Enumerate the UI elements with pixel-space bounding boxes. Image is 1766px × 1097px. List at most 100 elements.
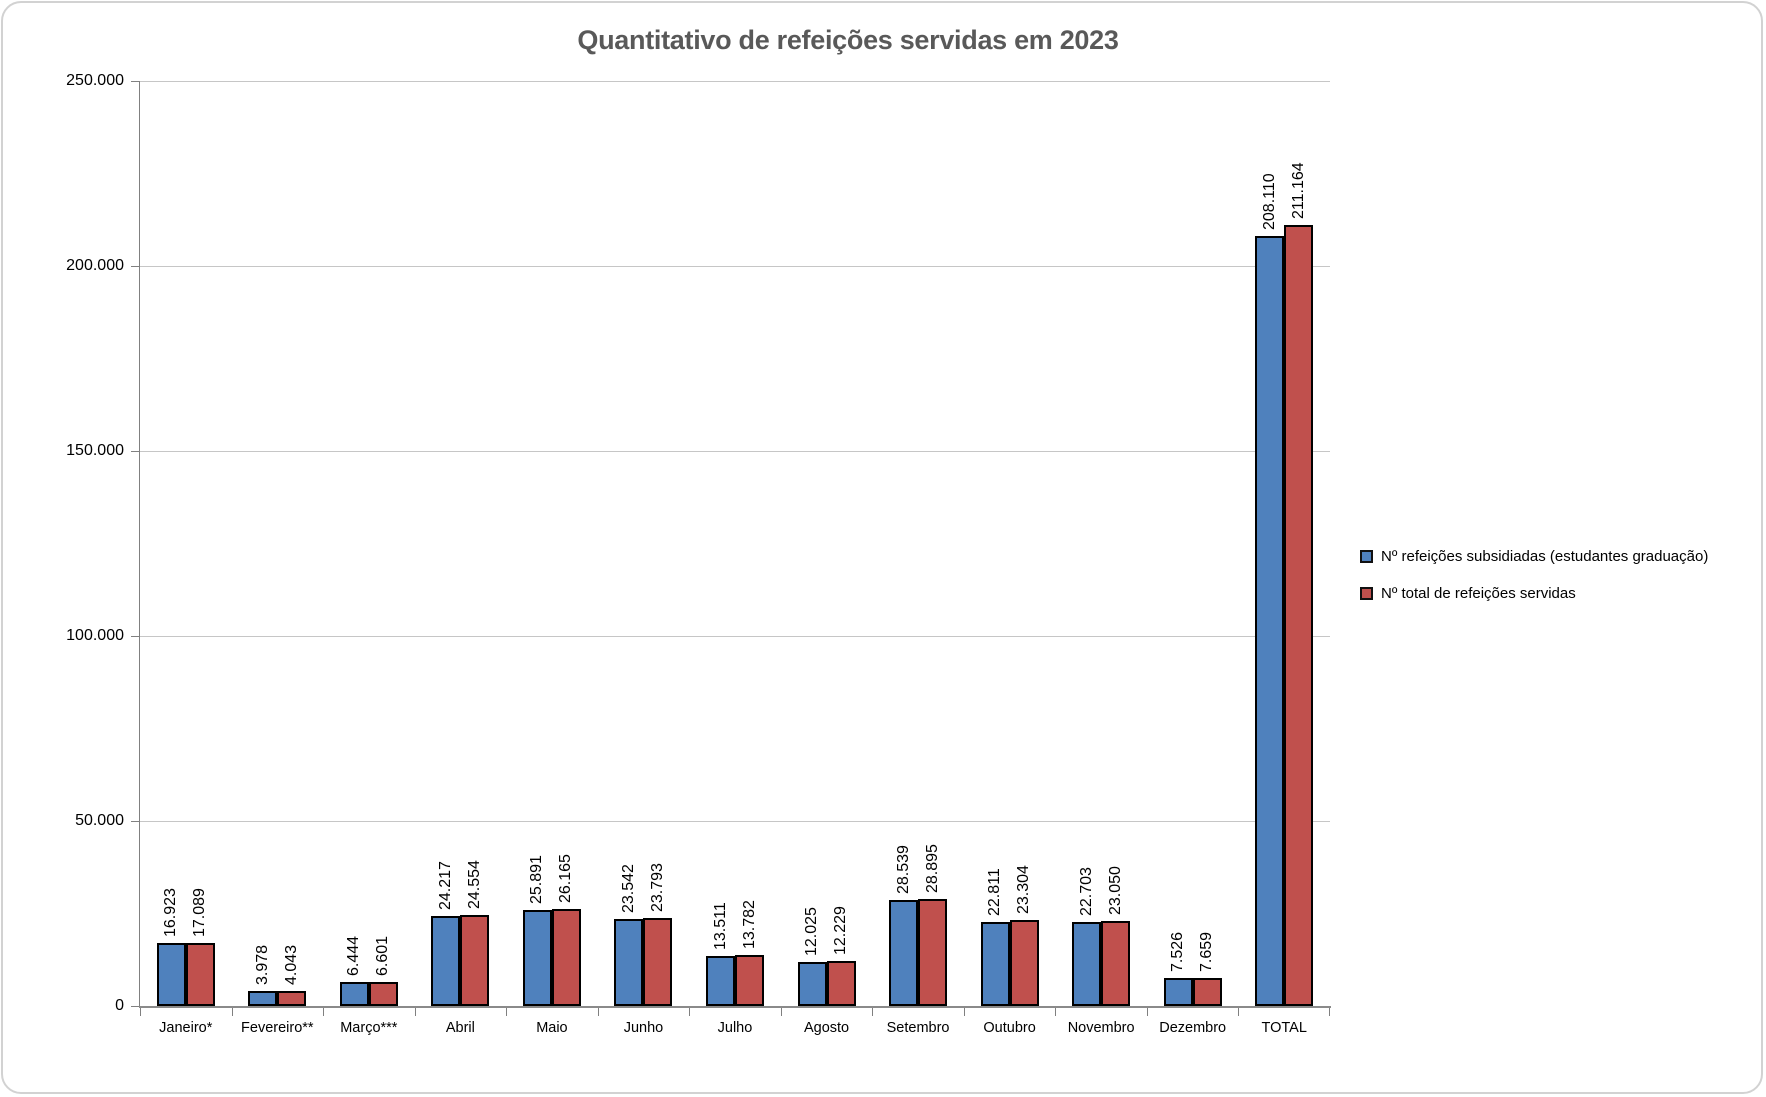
legend: Nº refeições subsidiadas (estudantes gra… <box>1360 546 1708 620</box>
x-axis-tick-mark <box>506 1008 508 1016</box>
bar-value-label: 4.043 <box>282 944 300 986</box>
x-axis-tick-mark <box>1329 1008 1330 1016</box>
bar <box>248 991 278 1006</box>
x-axis-category-label: TOTAL <box>1261 1020 1307 1036</box>
bar <box>1072 921 1102 1006</box>
x-axis-category-label: Fevereiro** <box>241 1020 314 1036</box>
y-axis-tick-label: 250.000 <box>66 72 124 89</box>
bar <box>1255 235 1285 1006</box>
bar <box>1192 977 1222 1006</box>
bar-value-label: 208.110 <box>1260 173 1278 230</box>
bar-value-label: 17.089 <box>191 887 209 937</box>
bar-value-label: 22.703 <box>1077 867 1095 916</box>
x-axis-tick-mark <box>1238 1008 1240 1016</box>
bar-value-label: 7.659 <box>1198 931 1216 972</box>
bar <box>980 921 1010 1006</box>
x-axis-tick-mark <box>140 1008 141 1016</box>
bar-value-label: 22.811 <box>986 867 1004 916</box>
bar-value-label: 25.891 <box>528 855 546 905</box>
bar <box>277 991 307 1006</box>
x-axis-tick-mark <box>1146 1008 1148 1016</box>
legend-swatch-icon <box>1360 549 1373 563</box>
y-axis-tick-mark <box>131 1006 140 1007</box>
y-axis-tick-mark <box>131 821 140 822</box>
bar <box>1163 978 1193 1006</box>
y-axis-tick-mark <box>131 451 140 452</box>
y-axis-line <box>139 81 140 1006</box>
gridline <box>140 81 1330 82</box>
bar-value-label: 13.511 <box>711 902 729 950</box>
bar-value-label: 24.217 <box>436 861 454 911</box>
x-axis-category-label: Março*** <box>340 1020 398 1036</box>
y-axis-tick-mark <box>131 636 140 637</box>
bar-value-label: 211.164 <box>1289 162 1307 219</box>
bar <box>551 909 581 1006</box>
bar <box>918 899 948 1006</box>
y-axis-tick-mark <box>131 266 140 267</box>
bar <box>368 981 398 1006</box>
plot-area: 0 50.000 100.000 150.000 200.000 250.000 16.92… <box>66 72 1331 1036</box>
y-axis-tick-label: 100.000 <box>66 627 124 644</box>
gridline <box>140 451 1330 452</box>
bar-value-label: 23.542 <box>619 863 637 913</box>
bar-value-label: 3.978 <box>253 945 271 986</box>
x-axis-category-label: Setembro <box>886 1020 950 1036</box>
x-axis-line <box>139 1006 1331 1008</box>
bar <box>1284 224 1314 1006</box>
bar <box>706 956 735 1006</box>
chart-title: Quantitativo de refeições servidas em 20… <box>577 25 1119 55</box>
x-axis-tick-mark <box>689 1008 691 1016</box>
bar-value-label: 23.050 <box>1106 865 1124 915</box>
bar-value-label: 23.793 <box>648 863 666 912</box>
y-axis-tick-label: 50.000 <box>75 812 124 829</box>
x-axis-category-label: Agosto <box>803 1020 850 1036</box>
x-axis-category-label: Dezembro <box>1159 1020 1227 1036</box>
bar-value-label: 28.895 <box>923 844 941 894</box>
bar <box>1101 920 1131 1006</box>
x-axis-tick-mark <box>872 1008 874 1016</box>
legend-label: Nº refeições subsidiadas (estudantes gra… <box>1381 547 1709 565</box>
bar-value-label: 6.444 <box>345 936 363 977</box>
bar <box>431 916 461 1006</box>
x-axis-tick-mark <box>1055 1008 1057 1016</box>
x-axis-category-label: Abril <box>445 1020 475 1036</box>
y-axis-tick-label: 150.000 <box>66 442 124 459</box>
bar <box>889 900 919 1006</box>
bar-value-label: 6.601 <box>374 935 392 976</box>
legend-item: Nº refeições subsidiadas (estudantes gra… <box>1360 546 1708 566</box>
bar <box>735 955 764 1006</box>
bar-value-label: 28.539 <box>894 845 912 895</box>
bar <box>339 982 369 1006</box>
x-axis-tick-mark <box>963 1008 965 1016</box>
y-axis-tick-label: 0 <box>115 997 124 1014</box>
legend-label: Nº total de refeições servidas <box>1381 584 1576 602</box>
x-axis-category-label: Janeiro* <box>159 1020 213 1036</box>
x-axis-category-label: Maio <box>536 1020 568 1036</box>
x-axis-category-label: Novembro <box>1067 1020 1135 1036</box>
bar-value-label: 13.782 <box>740 900 758 949</box>
x-axis-category-label: Junho <box>623 1020 664 1036</box>
bar <box>185 942 215 1006</box>
bar <box>797 961 827 1006</box>
legend-item: Nº total de refeições servidas <box>1360 583 1708 603</box>
bar <box>826 960 856 1006</box>
bar-value-label: 7.526 <box>1169 932 1187 973</box>
bar-value-label: 24.554 <box>465 860 483 910</box>
x-axis-tick-mark <box>780 1008 782 1016</box>
bar-value-label: 12.229 <box>832 905 850 955</box>
x-axis-tick-mark <box>231 1008 233 1016</box>
bar <box>643 917 673 1006</box>
x-axis-category-label: Julho <box>717 1020 753 1036</box>
x-axis-tick-mark <box>414 1008 416 1016</box>
bar <box>1009 919 1039 1006</box>
bar <box>614 918 644 1006</box>
x-axis-category-label: Outubro <box>983 1020 1036 1036</box>
bar <box>522 910 552 1006</box>
y-axis-tick-mark <box>131 81 140 82</box>
bar <box>460 915 490 1006</box>
gridline <box>140 636 1330 637</box>
bar-value-label: 16.923 <box>162 888 180 938</box>
bar-value-label: 26.165 <box>557 854 575 904</box>
y-axis-tick-label: 200.000 <box>66 257 124 274</box>
